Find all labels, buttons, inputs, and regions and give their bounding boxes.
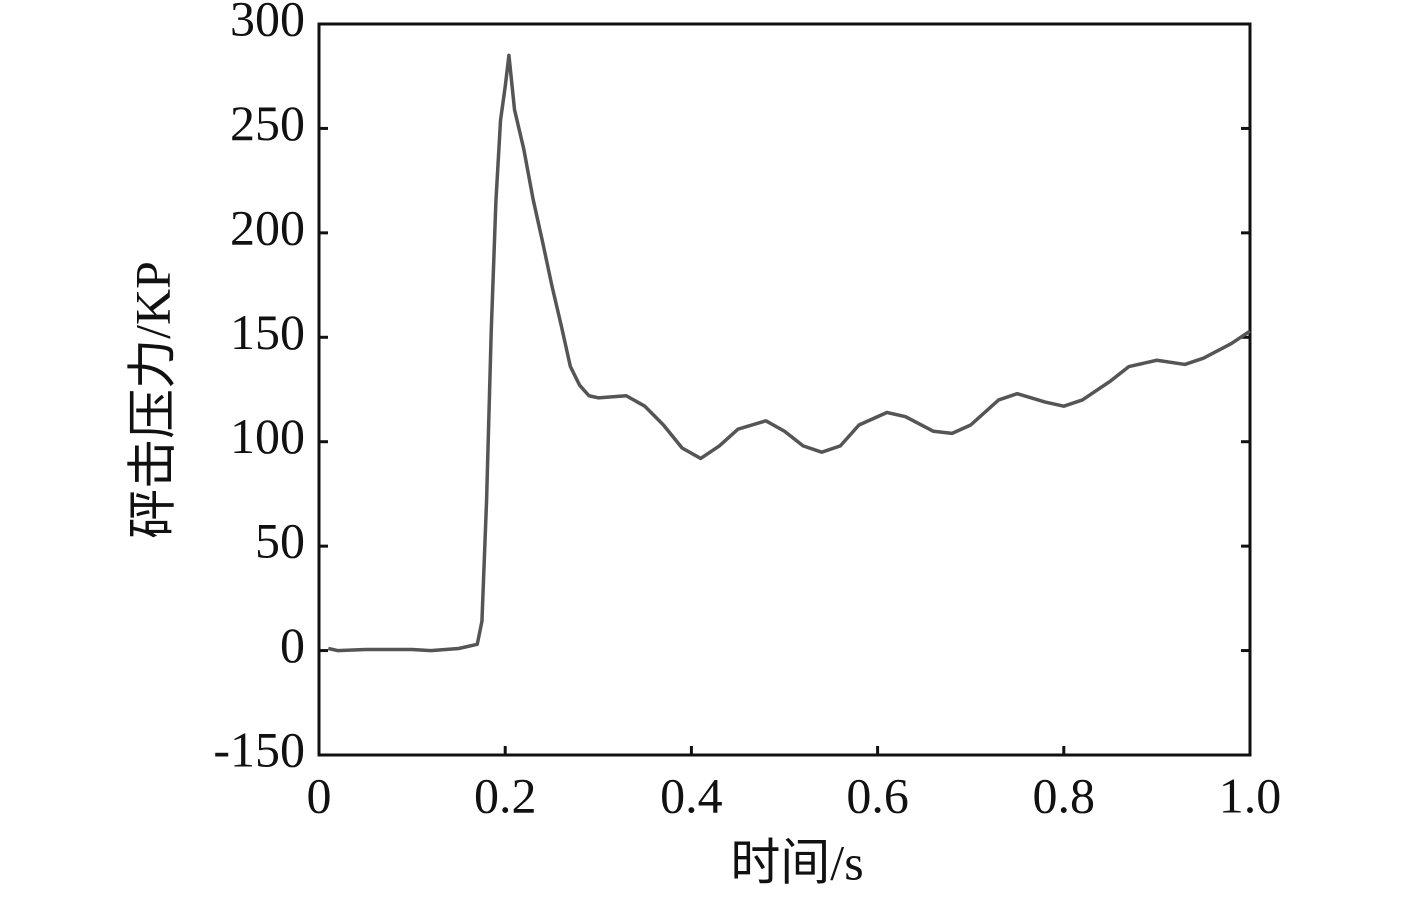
x-tick-label: 0.4 — [660, 767, 723, 823]
y-tick-label: -150 — [213, 721, 305, 777]
y-tick-label: 0 — [280, 617, 305, 673]
x-tick-label: 0.8 — [1033, 767, 1096, 823]
y-tick-label: 250 — [230, 95, 305, 151]
y-tick-label: 200 — [230, 199, 305, 255]
y-axis-label: 砰击压力/KP — [124, 261, 180, 539]
x-tick-label: 0 — [307, 767, 332, 823]
x-tick-label: 0.2 — [474, 767, 537, 823]
y-tick-label: 150 — [230, 304, 305, 360]
x-tick-label: 1.0 — [1219, 767, 1282, 823]
y-tick-label: 100 — [230, 408, 305, 464]
x-tick-label: 0.6 — [846, 767, 909, 823]
data-line — [327, 53, 1251, 653]
plot-frame — [317, 22, 1252, 757]
y-tick-label: 300 — [230, 0, 305, 46]
y-tick-label: 50 — [255, 513, 305, 569]
x-axis-label: 时间/s — [730, 834, 863, 890]
